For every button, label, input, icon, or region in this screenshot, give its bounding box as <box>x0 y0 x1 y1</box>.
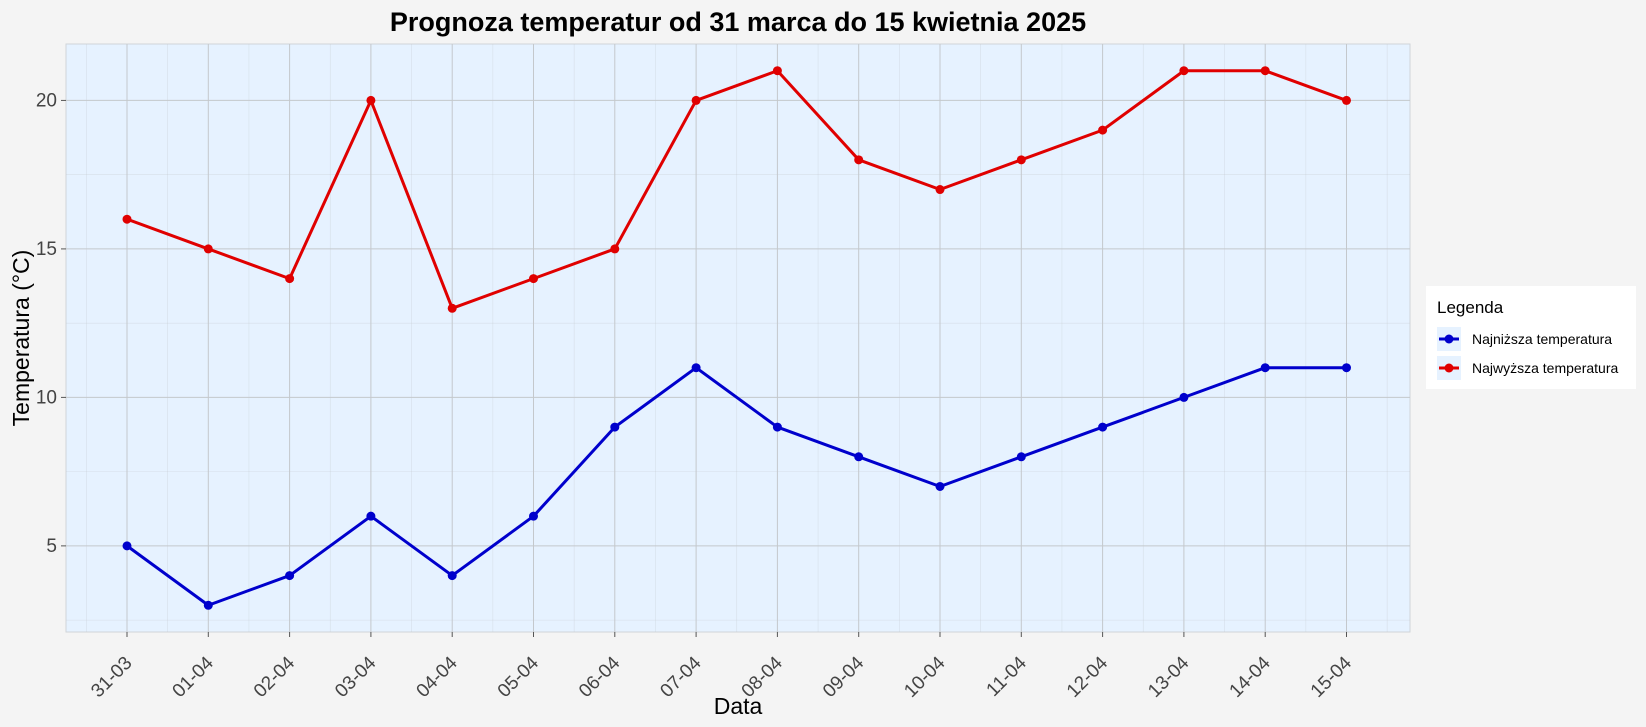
data-point <box>447 303 457 313</box>
x-tick-label: 04-04 <box>413 652 463 702</box>
series-lines <box>122 66 1351 610</box>
x-tick-label: 31-03 <box>87 653 136 702</box>
x-tick-label: 14-04 <box>1226 652 1276 702</box>
data-point <box>1342 95 1351 105</box>
y-tick-label: 15 <box>36 239 57 260</box>
data-point <box>1179 66 1189 76</box>
data-point <box>1342 363 1351 373</box>
x-tick-label: 15-04 <box>1307 652 1357 702</box>
x-tick-label: 03-04 <box>331 652 381 702</box>
data-point <box>1098 422 1108 432</box>
data-point <box>285 571 295 581</box>
x-tick-label: 05-04 <box>494 652 544 702</box>
data-point <box>366 95 376 105</box>
x-axis-title: Data <box>714 693 763 719</box>
x-tick-label: 01-04 <box>169 652 219 702</box>
data-point <box>610 244 620 254</box>
y-axis-title: Temperatura (°C) <box>8 250 34 427</box>
data-point <box>691 95 701 105</box>
x-tick-label: 02-04 <box>250 652 300 702</box>
data-point <box>203 244 213 254</box>
data-point <box>610 422 620 432</box>
x-tick-label: 06-04 <box>575 652 625 702</box>
data-point <box>772 422 782 432</box>
legend-key-point <box>1444 334 1454 344</box>
x-tick-label: 10-04 <box>900 652 950 702</box>
data-point <box>1016 452 1026 462</box>
plot-panel <box>65 43 1411 633</box>
data-point <box>203 600 213 610</box>
data-point <box>1098 125 1108 135</box>
data-point <box>1260 66 1270 76</box>
data-point <box>772 66 782 76</box>
data-point <box>854 452 864 462</box>
legend-title: Legenda <box>1437 298 1504 317</box>
y-tick-label: 10 <box>36 387 57 408</box>
x-tick-label: 07-04 <box>656 652 706 702</box>
y-tick-label: 5 <box>46 536 57 557</box>
legend-key-point <box>1444 363 1454 373</box>
data-point <box>854 155 864 165</box>
data-point <box>285 274 295 284</box>
data-point <box>691 363 701 373</box>
series-line-2 <box>126 69 1348 310</box>
legend-label: Najwyższa temperatura <box>1472 360 1618 376</box>
x-tick-label: 13-04 <box>1144 652 1194 702</box>
data-point <box>122 214 132 224</box>
data-point <box>366 511 376 521</box>
series-line-1 <box>126 366 1347 607</box>
legend: Legenda Najniższa temperatura Najwyższa t… <box>1426 286 1636 389</box>
data-point <box>935 481 945 491</box>
y-tick-label: 20 <box>36 90 57 111</box>
legend-label: Najniższa temperatura <box>1472 331 1612 347</box>
data-point <box>447 571 457 581</box>
data-point <box>529 511 538 521</box>
data-point <box>122 541 132 551</box>
data-point <box>1016 155 1026 165</box>
data-point <box>1179 392 1189 402</box>
data-point <box>1260 363 1270 373</box>
x-tick-label: 11-04 <box>983 652 1032 701</box>
x-tick-label: 09-04 <box>819 652 869 702</box>
chart-title: Prognoza temperatur od 31 marca do 15 kw… <box>390 7 1086 37</box>
data-point <box>935 185 945 195</box>
data-point <box>529 274 538 284</box>
x-tick-label: 12-04 <box>1063 652 1113 702</box>
